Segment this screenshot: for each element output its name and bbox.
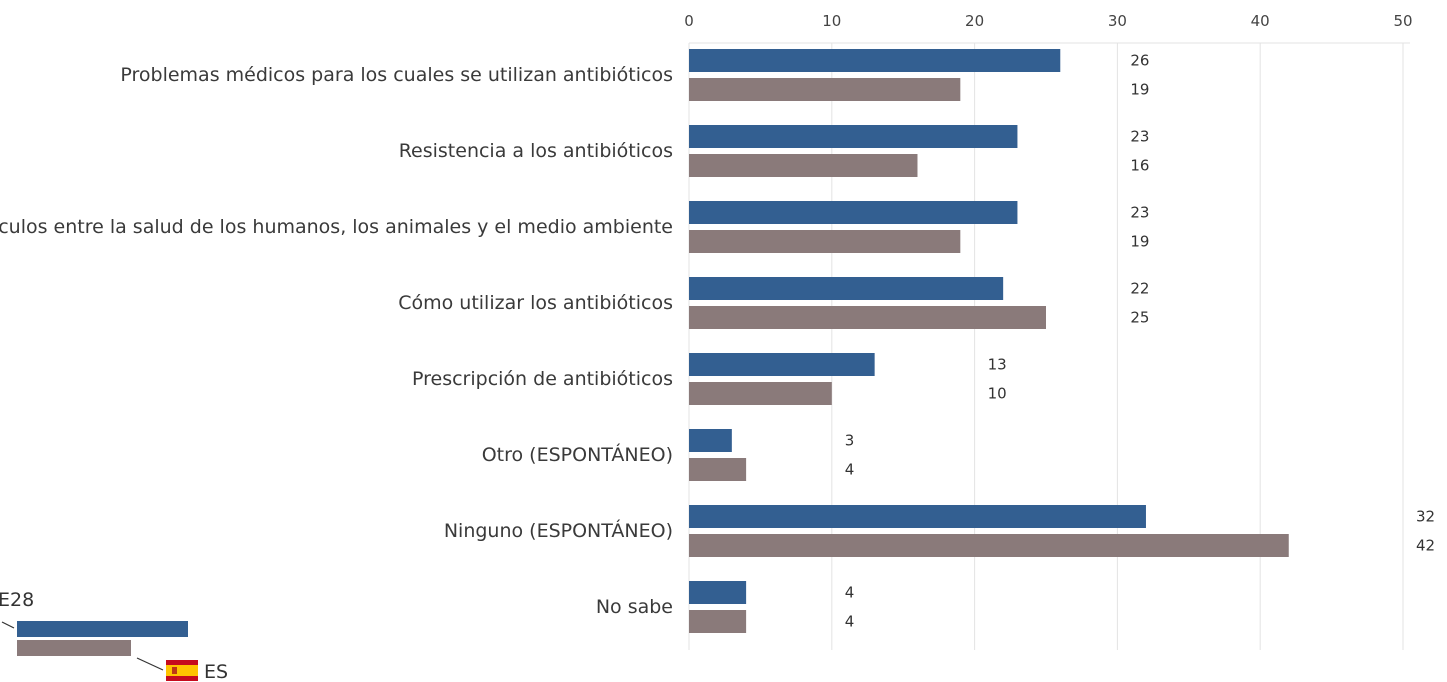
bar	[689, 306, 1046, 329]
bar	[689, 382, 832, 405]
x-tick-label: 20	[965, 12, 984, 30]
value-label: 4	[845, 613, 855, 631]
x-tick-label: 10	[822, 12, 841, 30]
bar	[689, 277, 1004, 300]
spain-flag-icon	[166, 660, 198, 681]
value-label: 23	[1130, 204, 1149, 222]
bar	[689, 230, 961, 253]
value-label: 26	[1130, 52, 1149, 70]
category-label: No sabe	[596, 596, 673, 618]
bar	[689, 154, 918, 177]
value-label: 10	[988, 385, 1007, 403]
legend-e28-label: E28	[0, 589, 34, 611]
category-label: Ninguno (ESPONTÁNEO)	[444, 519, 673, 542]
legend: E28 ES	[0, 589, 228, 682]
value-labels: 26 19 23 16 23 19 22 25 13 10 3 4 32 42 4 4	[845, 52, 1435, 631]
bar	[689, 353, 875, 376]
value-label: 23	[1130, 128, 1149, 146]
category-label: Cómo utilizar los antibióticos	[398, 292, 673, 314]
legend-es-leader	[136, 657, 164, 671]
value-label: 4	[845, 461, 855, 479]
legend-es-swatch	[17, 640, 131, 656]
value-label: 13	[988, 356, 1007, 374]
bar	[689, 534, 1289, 557]
x-tick-label: 40	[1251, 12, 1270, 30]
bar	[689, 49, 1061, 72]
bar	[689, 429, 732, 452]
category-label: Otro (ESPONTÁNEO)	[482, 443, 673, 466]
legend-es-label: ES	[204, 661, 228, 682]
value-label: 3	[845, 432, 855, 450]
value-label: 22	[1130, 280, 1149, 298]
category-label: Problemas médicos para los cuales se uti…	[120, 64, 673, 86]
bar	[689, 610, 747, 633]
value-label: 16	[1130, 157, 1149, 175]
bar	[689, 201, 1018, 224]
x-axis-ticks: 0 10 20 30 40 50	[684, 12, 1412, 30]
value-label: 19	[1130, 233, 1149, 251]
bar	[689, 458, 747, 481]
x-tick-label: 0	[684, 12, 694, 30]
value-label: 32	[1416, 508, 1435, 526]
x-tick-label: 50	[1393, 12, 1412, 30]
value-label: 19	[1130, 81, 1149, 99]
legend-e28-leader	[1, 621, 15, 629]
legend-e28-swatch	[17, 621, 188, 637]
bar	[689, 125, 1018, 148]
value-label: 4	[845, 584, 855, 602]
x-tick-label: 30	[1108, 12, 1127, 30]
bar	[689, 505, 1146, 528]
category-labels: Problemas médicos para los cuales se uti…	[0, 64, 673, 618]
bar	[689, 581, 747, 604]
category-label: Prescripción de antibióticos	[412, 368, 673, 390]
value-label: 42	[1416, 537, 1435, 555]
category-label: Vínculos entre la salud de los humanos, …	[0, 216, 673, 238]
bars	[689, 49, 1289, 633]
value-label: 25	[1130, 309, 1149, 327]
category-label: Resistencia a los antibióticos	[399, 140, 673, 162]
bar	[689, 78, 961, 101]
